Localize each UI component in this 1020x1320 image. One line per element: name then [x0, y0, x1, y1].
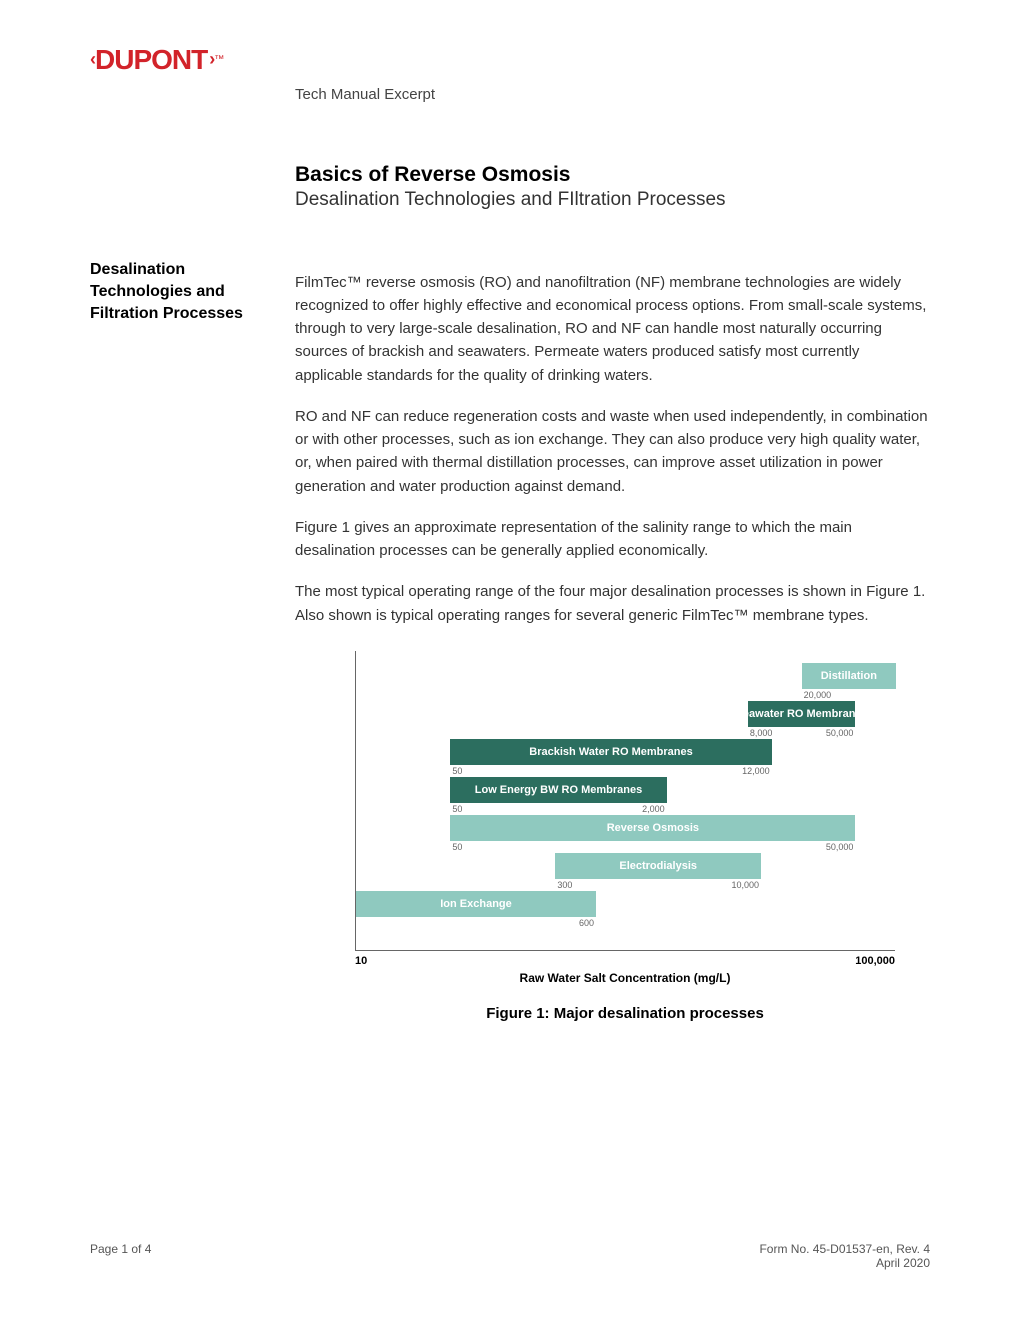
trademark: ™ — [214, 54, 223, 65]
bar-end-value: 10,000 — [731, 880, 759, 890]
bar-end-value: 50,000 — [826, 842, 854, 852]
page-number: Page 1 of 4 — [90, 1242, 151, 1270]
bar-start-value: 300 — [557, 880, 572, 890]
page-footer: Page 1 of 4 Form No. 45-D01537-en, Rev. … — [90, 1242, 930, 1270]
chevron-right-icon: › — [209, 49, 212, 70]
figure-caption: Figure 1: Major desalination processes — [355, 1005, 895, 1022]
figure-1: Distillation20,000Seawater RO Membranes8… — [355, 651, 895, 1022]
chevron-left-icon: ‹ — [90, 49, 93, 70]
desalination-chart: Distillation20,000Seawater RO Membranes8… — [355, 651, 895, 951]
bar-start-value: 50 — [452, 766, 462, 776]
paragraph: The most typical operating range of the … — [295, 580, 930, 627]
bar-start-value: 8,000 — [750, 728, 773, 738]
bar-label: Brackish Water RO Membranes — [450, 739, 771, 765]
x-axis: 10 100,000 — [355, 951, 895, 971]
bar-end-value: 600 — [579, 918, 594, 928]
bar-label: Seawater RO Membranes — [748, 701, 855, 727]
bar-label: Ion Exchange — [356, 891, 596, 917]
logo-text: DUPONT — [95, 44, 207, 76]
chart-bar: Low Energy BW RO Membranes502,000 — [450, 777, 666, 803]
x-axis-title: Raw Water Salt Concentration (mg/L) — [355, 971, 895, 985]
chart-bar: Seawater RO Membranes8,00050,000 — [748, 701, 855, 727]
bar-label: Distillation — [802, 663, 896, 689]
bar-end-value: 50,000 — [826, 728, 854, 738]
footer-date: April 2020 — [759, 1256, 930, 1270]
bar-start-value: 50 — [452, 804, 462, 814]
chart-bar: Ion Exchange600 — [356, 891, 596, 917]
chart-bar: Distillation20,000 — [802, 663, 896, 689]
sidebar-heading: Desalination Technologies and Filtration… — [90, 259, 265, 326]
body-text: FilmTec™ reverse osmosis (RO) and nanofi… — [295, 271, 930, 627]
paragraph: RO and NF can reduce regeneration costs … — [295, 405, 930, 498]
bar-label: Low Energy BW RO Membranes — [450, 777, 666, 803]
bar-label: Electrodialysis — [555, 853, 761, 879]
sidebar: Desalination Technologies and Filtration… — [90, 163, 265, 1022]
page-subtitle: Desalination Technologies and FIltration… — [295, 189, 930, 211]
dupont-logo: ‹ DUPONT › ™ — [90, 40, 930, 76]
chart-bar: Reverse Osmosis5050,000 — [450, 815, 855, 841]
page-title: Basics of Reverse Osmosis — [295, 163, 930, 187]
x-max-label: 100,000 — [855, 955, 895, 967]
paragraph: Figure 1 gives an approximate representa… — [295, 516, 930, 563]
paragraph: FilmTec™ reverse osmosis (RO) and nanofi… — [295, 271, 930, 387]
doc-type-label: Tech Manual Excerpt — [295, 86, 930, 103]
bar-label: Reverse Osmosis — [450, 815, 855, 841]
form-number: Form No. 45-D01537-en, Rev. 4 — [759, 1242, 930, 1256]
main-content: Basics of Reverse Osmosis Desalination T… — [295, 163, 930, 1022]
bar-end-value: 12,000 — [742, 766, 770, 776]
bar-start-value: 50 — [452, 842, 462, 852]
bar-end-value: 2,000 — [642, 804, 665, 814]
bar-start-value: 20,000 — [804, 690, 832, 700]
x-min-label: 10 — [355, 955, 367, 967]
chart-bar: Brackish Water RO Membranes5012,000 — [450, 739, 771, 765]
chart-bar: Electrodialysis30010,000 — [555, 853, 761, 879]
